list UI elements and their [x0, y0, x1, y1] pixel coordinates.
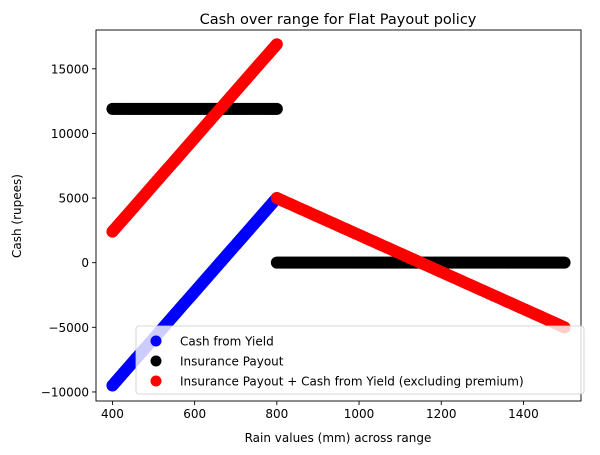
x-tick-label: 400: [101, 407, 124, 421]
legend-label-cash-from-yield: Cash from Yield: [180, 335, 274, 349]
x-axis-ticks: 400 600 800 1000 1200 1400: [101, 401, 539, 421]
x-tick-label: 1200: [426, 407, 457, 421]
legend-marker-insurance-payout: [150, 355, 162, 367]
y-tick-label: −5000: [48, 321, 89, 335]
plot-frame: [95, 29, 582, 402]
x-tick-label: 800: [265, 407, 288, 421]
legend-marker-insurance-payout-cash-from-yield-excluding-premium: [150, 375, 162, 387]
legend-label-insurance-payout: Insurance Payout: [180, 355, 284, 369]
x-tick-label: 600: [183, 407, 206, 421]
y-tick-label: −10000: [41, 385, 89, 399]
plot-marks: [106, 38, 571, 392]
y-tick-label: 0: [81, 256, 89, 270]
legend-entries: Cash from Yield Insurance Payout Insurance…: [150, 335, 524, 389]
chart-title: Cash over range for Flat Payout policy: [200, 12, 477, 28]
point-insurance-payout-0: [270, 102, 283, 115]
point-insurance-payout-cash-from-yield-excluding-premium-0: [270, 38, 283, 51]
point-insurance-payout-1: [558, 256, 571, 269]
y-axis-ticks: −10000 −5000 0 5000 10000 15000: [41, 62, 96, 399]
legend-label-insurance-payout-cash-from-yield-excluding-premium: Insurance Payout + Cash from Yield (excl…: [180, 375, 524, 389]
chart-legend: Cash from Yield Insurance Payout Insurance…: [135, 325, 585, 395]
x-tick-label: 1400: [508, 407, 539, 421]
legend-marker-cash-from-yield: [150, 335, 162, 347]
x-tick-label: 1000: [344, 407, 375, 421]
legend-box: [135, 325, 585, 395]
y-tick-label: 5000: [58, 192, 89, 206]
y-axis-label: Cash (rupees): [10, 174, 24, 258]
y-tick-label: 10000: [51, 127, 89, 141]
y-tick-label: 15000: [51, 62, 89, 76]
series-insurance-payout-cash-from-yield-excluding-premium: [106, 38, 571, 334]
x-axis-label: Rain values (mm) across range: [245, 431, 432, 445]
